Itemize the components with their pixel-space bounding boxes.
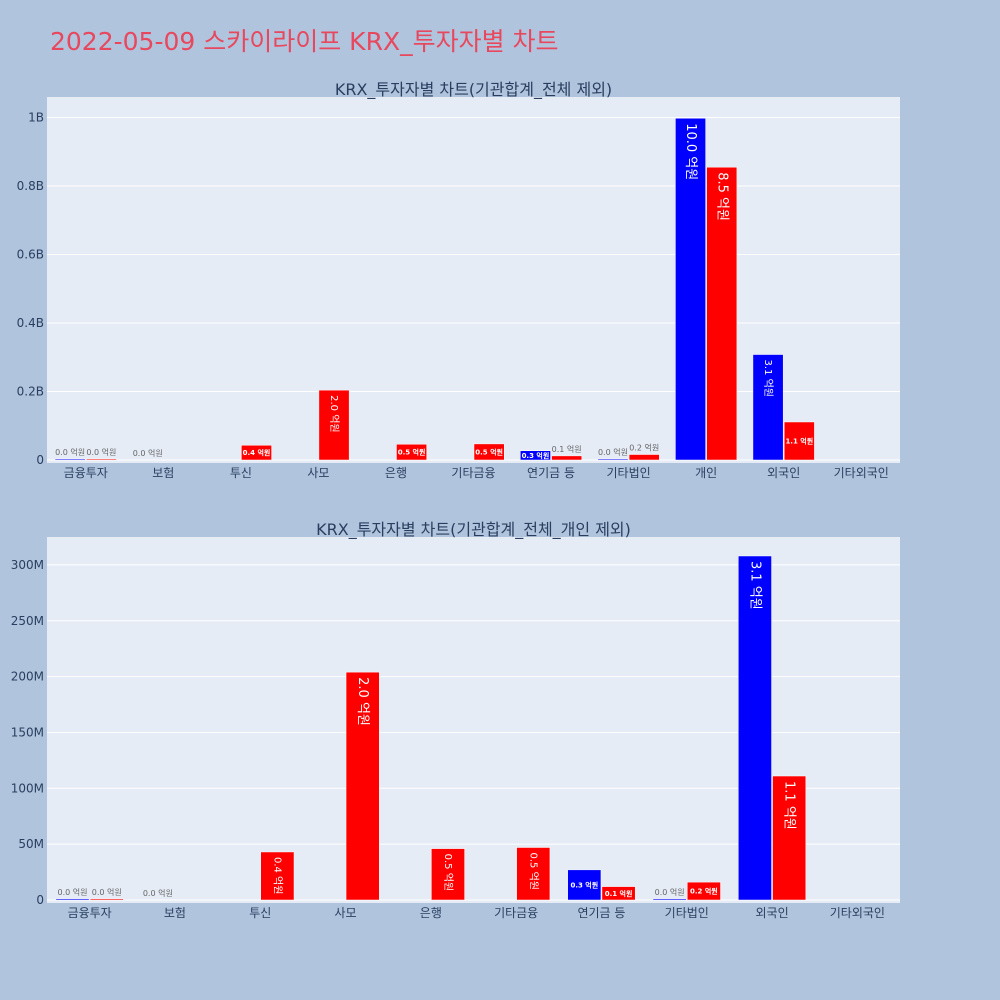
bar [567,869,602,901]
y-tick-label: 0.6B [17,248,44,262]
bar-label: 8.5 억원 [714,172,729,221]
bar [520,450,551,461]
bar-label: 0.0 억원 [55,447,85,457]
x-tick-label: 보험 [164,906,186,920]
bar [431,848,465,901]
bar [772,775,807,901]
y-tick-label: 0 [36,893,44,907]
x-tick-label: 기타외국인 [830,906,885,920]
bar-label: 1.1 억원 [782,781,797,830]
bar [652,898,687,901]
y-tick-label: 300M [11,558,44,572]
bar-label: 0.3 억원 [522,451,550,460]
x-tick-label: 보험 [152,466,174,480]
x-tick-label: 외국인 [767,466,800,480]
chart-lower: KRX_투자자별 차트(기관합계_전체_개인 제외) 0 50M 100M 150M 20… [11,520,900,920]
bar [54,458,86,461]
chart-title: KRX_투자자별 차트(기관합계_전체_개인 제외) [316,520,631,540]
bar-label: 3.1 억원 [762,360,774,397]
y-tick-label: 0.8B [17,179,44,193]
bar-label: 0.4 억원 [271,857,283,894]
bar-label: 0.2 억원 [629,443,659,453]
x-tick-label: 기타외국인 [834,466,889,480]
y-tick-label: 0.4B [17,316,44,330]
y-tick-label: 200M [11,670,44,684]
x-tick-label: 연기금 등 [527,466,575,480]
bar [345,671,380,901]
x-tick-label: 투신 [249,906,271,920]
bar-label: 0.5 억원 [527,853,539,890]
x-tick-label: 사모 [307,466,329,480]
y-tick-label: 250M [11,614,44,628]
bar-label: 0.0 억원 [598,447,628,457]
bar-label: 0.0 억원 [86,447,116,457]
x-tick-label: 사모 [335,906,357,920]
bar [783,421,815,461]
y-tick-label: 50M [18,837,44,851]
x-tick-label: 기타금융 [494,906,538,920]
bar-label: 2.0 억원 [328,395,340,432]
bar-label: 0.5 억원 [442,854,454,891]
bar [89,898,124,901]
bar [396,443,427,461]
x-tick-label: 기타법인 [607,466,651,480]
bar [675,117,706,461]
bar-label: 0.1 억원 [605,889,633,898]
bar-label: 0.5 억원 [475,447,503,456]
x-tick-label: 기타법인 [665,906,709,920]
bar [628,454,660,461]
bar [516,847,551,901]
bar-label: 0.0 억원 [133,448,163,458]
bar [551,455,583,461]
x-tick-label: 외국인 [755,906,788,920]
bar-label: 0.0 억원 [92,887,122,897]
x-tick-label: 은행 [385,465,407,480]
bar-label: 0.4 억원 [243,448,271,457]
y-tick-label: 0.2B [17,385,44,399]
bar [86,458,117,461]
x-tick-label: 금융투자 [68,906,112,920]
bar-label: 0.2 억원 [690,887,718,896]
bar-label: 10.0 억원 [683,123,698,180]
chart-upper: KRX_투자자별 차트(기관합계_전체 제외) 0 0.2B 0.4B 0.6B 0.8B… [17,80,900,480]
bar-label: 0.0 억원 [58,887,88,897]
bar [752,354,784,461]
bar-label: 0.5 억원 [398,448,426,457]
bar-label: 3.1 억원 [747,561,762,610]
plot-area [47,537,900,903]
bar-label: 2.0 억원 [355,677,370,726]
x-tick-label: 투신 [230,466,252,480]
chart-title: KRX_투자자별 차트(기관합계_전체 제외) [335,80,612,100]
page-title: 2022-05-09 스카이라이프 KRX_투자자별 차트 [50,27,559,56]
bar [597,458,629,461]
bar-label: 0.0 억원 [655,887,685,897]
x-tick-label: 연기금 등 [577,906,625,920]
y-tick-label: 1B [28,111,44,125]
bar-label: 1.1 억원 [785,436,813,445]
bar [260,851,295,901]
bar [706,166,738,461]
x-tick-label: 개인 [695,466,717,480]
bar [601,886,636,901]
bar-label: 0.1 억원 [552,444,582,454]
bar [738,555,772,901]
bar-label: 0.3 억원 [570,880,598,889]
bar [687,881,721,901]
y-tick-label: 150M [11,725,44,739]
y-tick-label: 0 [36,453,44,467]
x-tick-label: 기타금융 [451,466,495,480]
y-tick-label: 100M [11,781,44,795]
bar [55,898,90,901]
bar [318,389,350,461]
x-tick-label: 금융투자 [64,466,108,480]
bar-label: 0.0 억원 [143,888,173,898]
bar [473,443,505,461]
bar [241,445,272,461]
x-tick-label: 은행 [420,905,442,920]
